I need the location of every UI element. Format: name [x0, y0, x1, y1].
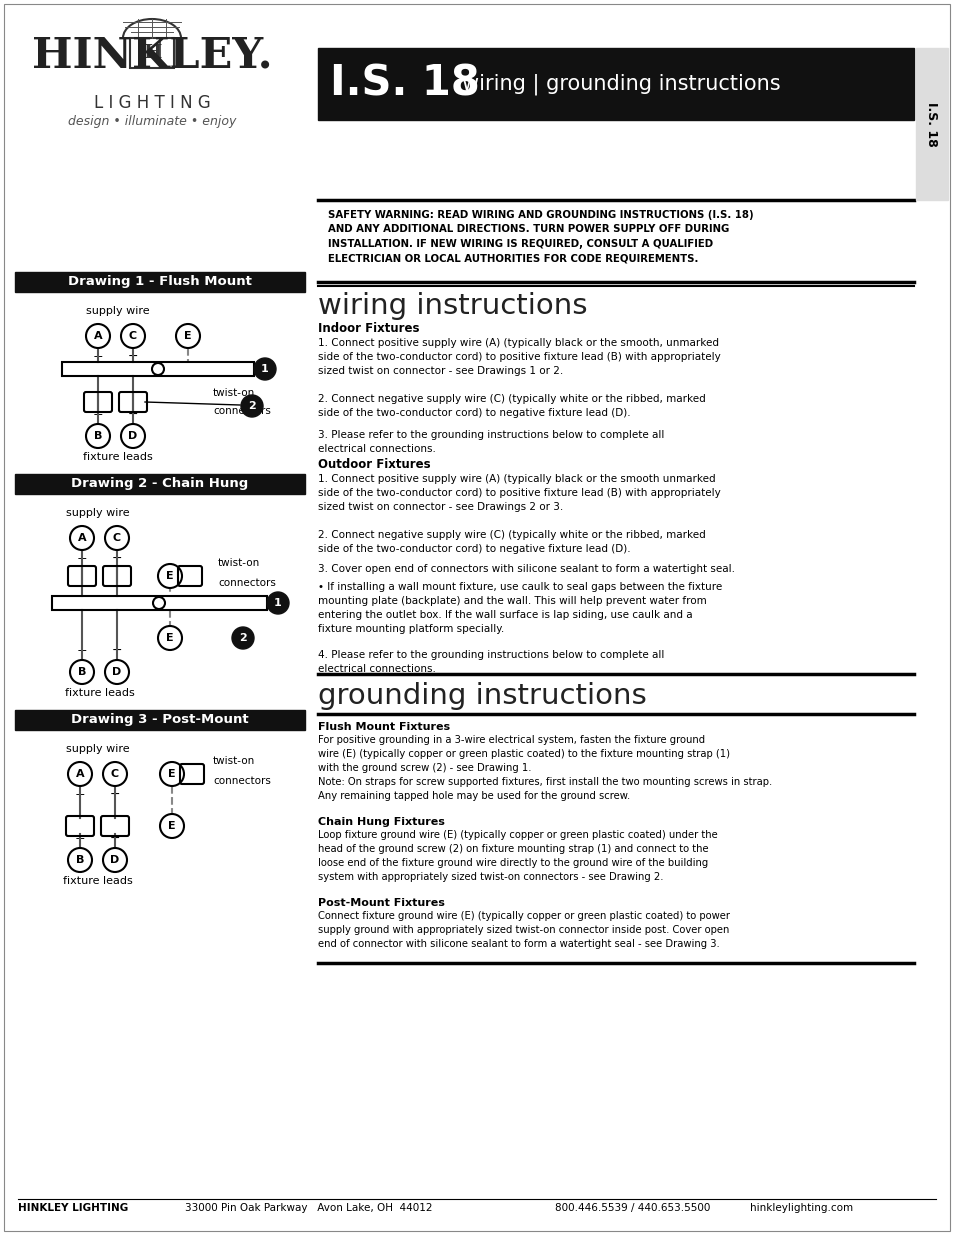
- Circle shape: [241, 395, 263, 417]
- Text: B: B: [78, 667, 86, 677]
- Text: wiring | grounding instructions: wiring | grounding instructions: [461, 73, 780, 95]
- Text: E: E: [166, 571, 173, 580]
- Text: wiring instructions: wiring instructions: [317, 291, 587, 320]
- Text: D: D: [111, 855, 119, 864]
- Text: • If installing a wall mount fixture, use caulk to seal gaps between the fixture: • If installing a wall mount fixture, us…: [317, 582, 721, 634]
- Text: C: C: [129, 331, 137, 341]
- Circle shape: [103, 762, 127, 785]
- Text: Drawing 1 - Flush Mount: Drawing 1 - Flush Mount: [68, 275, 252, 289]
- Text: 2: 2: [248, 401, 255, 411]
- Text: 1: 1: [274, 598, 281, 608]
- Circle shape: [86, 324, 110, 348]
- Text: +: +: [76, 552, 88, 564]
- Text: fixture leads: fixture leads: [63, 876, 132, 885]
- Text: A: A: [77, 534, 86, 543]
- Text: −: −: [128, 350, 138, 363]
- Circle shape: [175, 324, 200, 348]
- Text: 33000 Pin Oak Parkway   Avon Lake, OH  44012: 33000 Pin Oak Parkway Avon Lake, OH 4401…: [185, 1203, 432, 1213]
- Text: Indoor Fixtures: Indoor Fixtures: [317, 322, 419, 335]
- Text: connectors: connectors: [218, 578, 275, 588]
- Text: C: C: [111, 769, 119, 779]
- Text: Post-Mount Fixtures: Post-Mount Fixtures: [317, 898, 444, 908]
- Bar: [130, 38, 173, 68]
- Text: twist-on: twist-on: [218, 558, 260, 568]
- Text: design • illuminate • enjoy: design • illuminate • enjoy: [68, 115, 236, 128]
- Text: Drawing 2 - Chain Hung: Drawing 2 - Chain Hung: [71, 478, 249, 490]
- Text: 2: 2: [239, 634, 247, 643]
- Text: twist-on: twist-on: [213, 756, 255, 766]
- Text: −: −: [110, 832, 120, 845]
- Circle shape: [68, 762, 91, 785]
- Text: −: −: [112, 552, 122, 564]
- Text: 1. Connect positive supply wire (A) (typically black or the smooth unmarked
side: 1. Connect positive supply wire (A) (typ…: [317, 474, 720, 513]
- Text: fixture leads: fixture leads: [83, 452, 152, 462]
- Circle shape: [70, 526, 94, 550]
- Text: 1: 1: [261, 364, 269, 374]
- Circle shape: [158, 626, 182, 650]
- Circle shape: [105, 659, 129, 684]
- Text: supply wire: supply wire: [86, 306, 150, 316]
- Circle shape: [253, 358, 275, 380]
- Text: 2. Connect negative supply wire (C) (typically white or the ribbed, marked
side : 2. Connect negative supply wire (C) (typ…: [317, 530, 705, 555]
- Text: 4. Please refer to the grounding instructions below to complete all
electrical c: 4. Please refer to the grounding instruc…: [317, 650, 663, 674]
- Text: +: +: [92, 408, 103, 421]
- Circle shape: [121, 324, 145, 348]
- Text: supply wire: supply wire: [66, 743, 130, 755]
- Text: For positive grounding in a 3-wire electrical system, fasten the fixture ground
: For positive grounding in a 3-wire elect…: [317, 735, 771, 802]
- Text: Chain Hung Fixtures: Chain Hung Fixtures: [317, 818, 444, 827]
- Circle shape: [103, 848, 127, 872]
- Text: Flush Mount Fixtures: Flush Mount Fixtures: [317, 722, 450, 732]
- Text: supply wire: supply wire: [66, 508, 130, 517]
- Text: D: D: [112, 667, 121, 677]
- Text: A: A: [93, 331, 102, 341]
- Text: Outdoor Fixtures: Outdoor Fixtures: [317, 458, 430, 471]
- Text: B: B: [75, 855, 84, 864]
- Text: −: −: [110, 788, 120, 802]
- Text: E: E: [168, 769, 175, 779]
- Bar: [52, 597, 267, 610]
- Text: B: B: [93, 431, 102, 441]
- Text: +: +: [76, 643, 88, 657]
- Text: 2. Connect negative supply wire (C) (typically white or the ribbed, marked
side : 2. Connect negative supply wire (C) (typ…: [317, 394, 705, 417]
- Text: +: +: [74, 788, 85, 802]
- Circle shape: [121, 424, 145, 448]
- Circle shape: [158, 564, 182, 588]
- Circle shape: [68, 848, 91, 872]
- Text: Drawing 3 - Post-Mount: Drawing 3 - Post-Mount: [71, 714, 249, 726]
- Text: L I G H T I N G: L I G H T I N G: [93, 94, 211, 112]
- Circle shape: [70, 659, 94, 684]
- Text: D: D: [129, 431, 137, 441]
- Text: E: E: [184, 331, 192, 341]
- Text: fixture leads: fixture leads: [65, 688, 134, 698]
- Text: 800.446.5539 / 440.653.5500: 800.446.5539 / 440.653.5500: [555, 1203, 710, 1213]
- Text: −: −: [112, 643, 122, 657]
- Circle shape: [160, 762, 184, 785]
- Text: A: A: [75, 769, 84, 779]
- Text: SAFETY WARNING: READ WIRING AND GROUNDING INSTRUCTIONS (I.S. 18)
AND ANY ADDITIO: SAFETY WARNING: READ WIRING AND GROUNDIN…: [328, 210, 753, 263]
- Text: +: +: [74, 832, 85, 845]
- Text: C: C: [112, 534, 121, 543]
- Text: 3. Cover open end of connectors with silicone sealant to form a watertight seal.: 3. Cover open end of connectors with sil…: [317, 564, 734, 574]
- Circle shape: [232, 627, 253, 650]
- Bar: [317, 48, 913, 120]
- Bar: [15, 710, 305, 730]
- Text: 3. Please refer to the grounding instructions below to complete all
electrical c: 3. Please refer to the grounding instruc…: [317, 430, 663, 454]
- Text: Loop fixture ground wire (E) (typically copper or green plastic coated) under th: Loop fixture ground wire (E) (typically …: [317, 830, 717, 882]
- Text: HINKLEY LIGHTING: HINKLEY LIGHTING: [18, 1203, 128, 1213]
- Bar: [62, 362, 253, 375]
- Circle shape: [105, 526, 129, 550]
- Text: I.S. 18: I.S. 18: [330, 63, 479, 105]
- Text: HINKLEY.: HINKLEY.: [31, 35, 272, 77]
- Text: connectors: connectors: [213, 776, 271, 785]
- Bar: [915, 48, 947, 200]
- Circle shape: [86, 424, 110, 448]
- Text: H: H: [143, 44, 161, 62]
- Text: Connect fixture ground wire (E) (typically copper or green plastic coated) to po: Connect fixture ground wire (E) (typical…: [317, 911, 729, 948]
- Text: hinkleylighting.com: hinkleylighting.com: [749, 1203, 852, 1213]
- Circle shape: [267, 592, 289, 614]
- Text: +: +: [92, 350, 103, 363]
- Text: 1. Connect positive supply wire (A) (typically black or the smooth, unmarked
sid: 1. Connect positive supply wire (A) (typ…: [317, 338, 720, 375]
- Text: E: E: [166, 634, 173, 643]
- Text: E: E: [168, 821, 175, 831]
- Text: I.S. 18: I.S. 18: [924, 101, 938, 147]
